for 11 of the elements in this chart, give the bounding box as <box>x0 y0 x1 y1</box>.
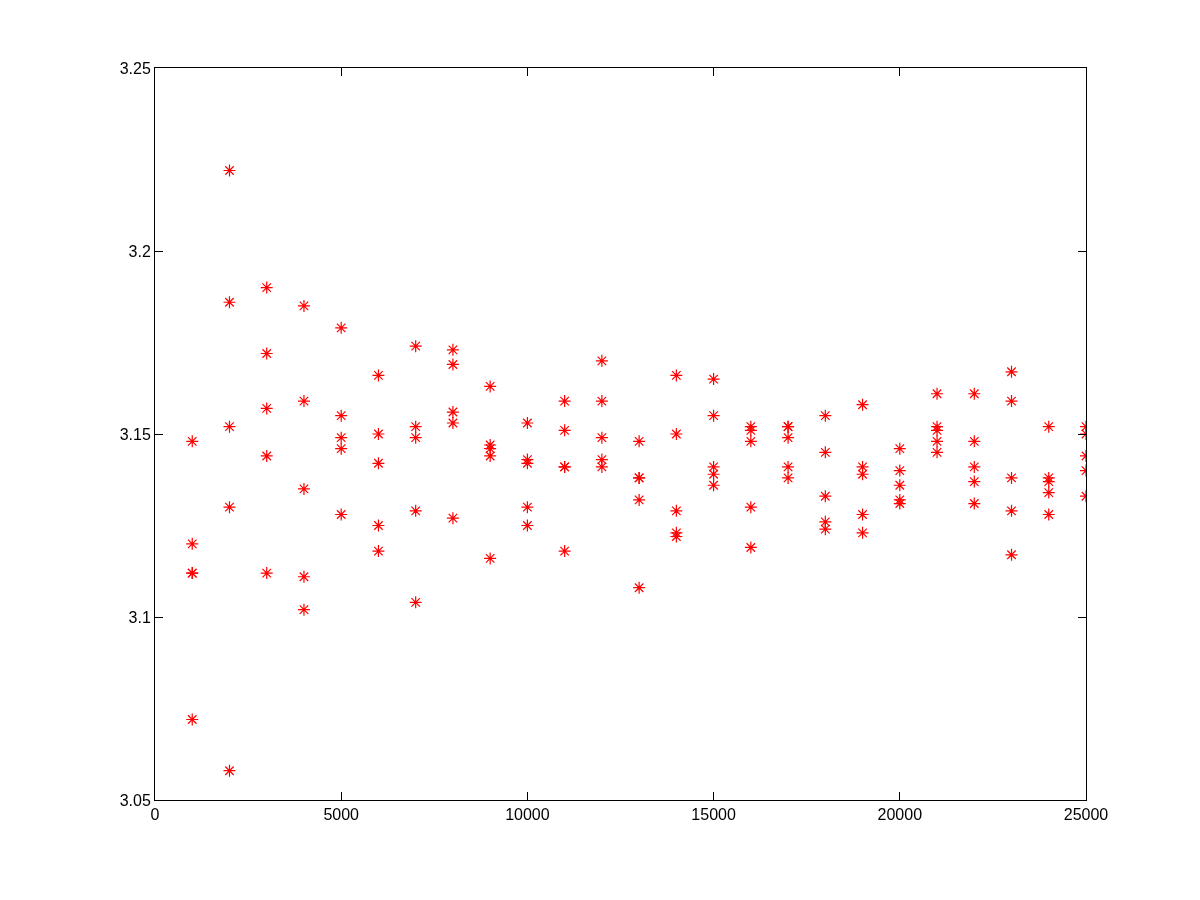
x-tick-label: 15000 <box>691 806 736 824</box>
y-tick-label: 3.1 <box>128 608 151 626</box>
x-tick-label: 0 <box>150 806 160 824</box>
x-tick-label: 20000 <box>877 806 923 824</box>
y-tick-label: 3.2 <box>128 242 151 260</box>
x-tick-label: 25000 <box>1063 806 1109 824</box>
y-tick-label: 3.25 <box>119 59 151 77</box>
y-tick-label: 3.05 <box>119 791 151 809</box>
x-tick-label: 5000 <box>323 806 360 824</box>
x-tick-label: 10000 <box>505 806 550 824</box>
y-tick-label: 3.15 <box>119 425 151 443</box>
